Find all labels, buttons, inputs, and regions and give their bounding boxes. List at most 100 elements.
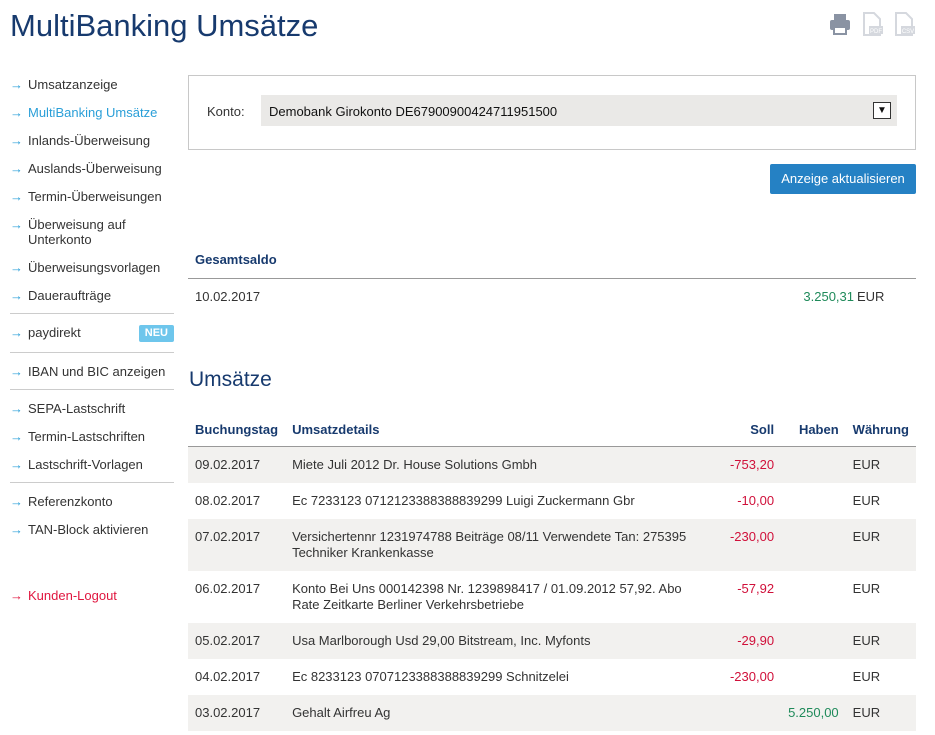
account-select[interactable]: Demobank Girokonto DE6790090042471195150… — [261, 95, 897, 126]
row-credit — [781, 659, 846, 695]
arrow-right-icon: → — [10, 161, 23, 176]
row-date: 07.02.2017 — [188, 519, 286, 571]
row-currency: EUR — [845, 446, 916, 483]
sidebar-item[interactable]: → Überweisungsvorlagen — [10, 257, 174, 278]
sidebar-item[interactable]: → Lastschrift-Vorlagen — [10, 454, 174, 475]
logout-label: Kunden-Logout — [28, 588, 117, 603]
row-date: 03.02.2017 — [188, 695, 286, 731]
row-debit: -753,20 — [701, 446, 782, 483]
row-date: 08.02.2017 — [195, 493, 261, 508]
row-debit: -230,00 — [701, 519, 782, 571]
chevron-down-icon[interactable]: ▼ — [873, 102, 891, 119]
sidebar-item[interactable]: → SEPA-Lastschrift — [10, 398, 174, 419]
col-debit[interactable]: Soll — [701, 418, 782, 447]
row-credit — [781, 446, 846, 483]
sidebar-item[interactable]: → Termin-Lastschriften — [10, 426, 174, 447]
row-date: 04.02.2017 — [195, 669, 261, 684]
balance-currency: EUR — [857, 289, 885, 304]
sidebar-item-label: Referenzkonto — [28, 494, 113, 509]
col-currency[interactable]: Währung — [845, 418, 916, 447]
sidebar-item-label: Inlands-Überweisung — [28, 133, 151, 148]
table-row[interactable]: 04.02.2017 Ec 8233123 0707123388388839299… — [188, 659, 916, 695]
row-currency: EUR — [852, 669, 881, 684]
balance-date: 10.02.2017 — [195, 289, 261, 304]
row-currency: EUR — [845, 695, 916, 731]
arrow-right-icon: → — [10, 494, 23, 509]
sidebar-item[interactable]: → MultiBanking Umsätze — [10, 102, 174, 123]
account-selected-value: Demobank Girokonto DE6790090042471195150… — [269, 104, 558, 119]
table-row[interactable]: 03.02.2017 Gehalt Airfreu Ag 5.250,00 EUR — [188, 695, 916, 731]
print-icon[interactable] — [828, 12, 852, 36]
table-row[interactable]: 07.02.2017 Versichertennr 1231974788 Beit… — [188, 519, 916, 571]
sidebar-item[interactable]: → Auslands-Überweisung — [10, 158, 174, 179]
transactions-table: Buchungstag Umsatzdetails Soll Haben Wäh… — [188, 418, 916, 731]
arrow-right-icon: → — [10, 325, 23, 340]
table-row[interactable]: 09.02.2017 Miete Juli 2012 Dr. House Solu… — [188, 446, 916, 483]
svg-text:PDF: PDF — [870, 29, 882, 35]
row-details: Usa Marlborough Usd 29,00 Bitstream, Inc… — [285, 623, 702, 659]
sidebar-item[interactable]: → TAN-Block aktivieren — [10, 519, 174, 540]
sidebar-item-label: Umsatzanzeige — [28, 77, 118, 92]
sidebar-nav: → Umsatzanzeige → MultiBanking Umsätze → Inla… — [10, 74, 174, 613]
sidebar-item-label: MultiBanking Umsätze — [28, 105, 158, 120]
row-details: Miete Juli 2012 Dr. House Solutions Gmbh — [285, 446, 702, 483]
sidebar-item-label: paydirekt — [28, 325, 81, 340]
sidebar-item[interactable]: → Termin-Überweisungen — [10, 186, 174, 207]
sidebar-item[interactable]: → Referenzkonto — [10, 491, 174, 512]
balance-row: 10.02.2017 3.250,31 EUR — [188, 279, 916, 315]
total-balance: Gesamtsaldo 10.02.2017 3.250,31 EUR — [188, 252, 916, 315]
sidebar-item-label: Auslands-Überweisung — [28, 161, 162, 176]
sidebar-item[interactable]: → Überweisung auf Unterkonto — [10, 214, 174, 250]
row-currency: EUR — [845, 519, 916, 571]
arrow-right-icon: → — [10, 189, 23, 204]
arrow-right-icon: → — [10, 105, 23, 120]
sidebar-item[interactable]: → IBAN und BIC anzeigen — [10, 361, 174, 382]
export-toolbar: PDF CSV — [828, 12, 916, 36]
new-badge: NEU — [138, 325, 174, 342]
sidebar-item-label: Überweisungsvorlagen — [28, 260, 161, 275]
refresh-button[interactable]: Anzeige aktualisieren — [770, 164, 916, 194]
sidebar-item[interactable]: → Inlands-Überweisung — [10, 130, 174, 151]
row-details: Ec 8233123 0707123388388839299 Schnitzel… — [292, 669, 569, 684]
arrow-right-icon: → — [10, 364, 23, 379]
csv-icon[interactable]: CSV — [892, 12, 916, 36]
row-currency: EUR — [845, 623, 916, 659]
arrow-right-icon: → — [10, 260, 23, 275]
balance-amount: 3.250,31 — [803, 289, 854, 304]
row-date: 09.02.2017 — [188, 446, 286, 483]
account-label: Konto: — [207, 104, 245, 119]
row-credit — [781, 483, 846, 519]
col-details[interactable]: Umsatzdetails — [285, 418, 702, 447]
divider — [10, 313, 174, 314]
row-currency: EUR — [852, 493, 881, 508]
arrow-right-icon: → — [10, 401, 23, 416]
table-row[interactable]: 08.02.2017 Ec 7233123 0712123388388839299… — [188, 483, 916, 519]
row-debit: -57,92 — [737, 581, 775, 596]
arrow-right-icon: → — [10, 77, 23, 92]
row-date: 05.02.2017 — [188, 623, 286, 659]
row-details: Gehalt Airfreu Ag — [285, 695, 702, 731]
arrow-right-icon: → — [10, 288, 23, 303]
divider — [10, 482, 174, 483]
row-currency: EUR — [852, 581, 881, 596]
pdf-icon[interactable]: PDF — [860, 12, 884, 36]
row-details: Konto Bei Uns 000142398 Nr. 1239898417 /… — [292, 581, 682, 612]
arrow-right-icon: → — [10, 133, 23, 148]
col-date[interactable]: Buchungstag — [188, 418, 286, 447]
sidebar-item[interactable]: → paydirekt NEU — [10, 322, 174, 345]
row-details: Ec 7233123 0712123388388839299 Luigi Zuc… — [292, 493, 635, 508]
arrow-right-icon: → — [10, 429, 23, 444]
svg-text:CSV: CSV — [902, 29, 914, 35]
arrow-right-icon: → — [10, 457, 23, 472]
sidebar-item-label: Termin-Überweisungen — [28, 189, 162, 204]
divider — [10, 352, 174, 353]
sidebar-item[interactable]: → Umsatzanzeige — [10, 74, 174, 95]
col-credit[interactable]: Haben — [781, 418, 846, 447]
transactions-title: Umsätze — [189, 368, 272, 391]
table-row[interactable]: 05.02.2017 Usa Marlborough Usd 29,00 Bits… — [188, 623, 916, 659]
sidebar-item-label: IBAN und BIC anzeigen — [28, 364, 166, 379]
account-filter: Konto: Demobank Girokonto DE679009004247… — [188, 75, 916, 150]
logout-link[interactable]: → Kunden-Logout — [10, 585, 174, 606]
sidebar-item[interactable]: → Daueraufträge — [10, 285, 174, 306]
table-row[interactable]: 06.02.2017 Konto Bei Uns 000142398 Nr. 12… — [188, 571, 916, 623]
